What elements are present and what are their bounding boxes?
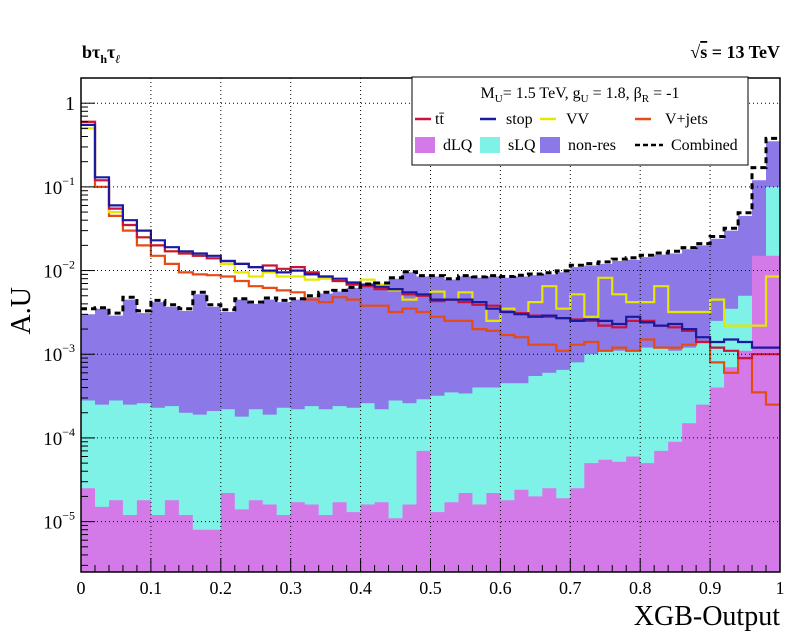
tick-labels: 0 0.1 0.2 0.3 0.4 0.5 0.6 0.7 0.8 0.9 1 1 10−1 10−2 10… bbox=[43, 93, 784, 598]
x-tick-label: 0.1 bbox=[140, 578, 163, 598]
legend-box bbox=[411, 76, 749, 166]
stacked-fills bbox=[81, 141, 780, 573]
y-tick-label: 1 bbox=[65, 93, 75, 115]
legend-entry-vv: VV bbox=[540, 111, 590, 128]
x-tick-label: 0 bbox=[77, 578, 86, 598]
legend-swatch bbox=[540, 137, 560, 153]
background-lines bbox=[81, 120, 780, 406]
legend-swatch bbox=[415, 137, 435, 153]
energy-label: √s = 13 TeV bbox=[690, 42, 780, 62]
x-tick-label: 0.8 bbox=[629, 578, 652, 598]
legend-entry-dlq: dLQ bbox=[415, 137, 473, 154]
channel-label: bτhτℓ bbox=[82, 42, 120, 66]
legend-entry-nonres: non-res bbox=[540, 137, 616, 154]
legend-label: stop bbox=[506, 111, 533, 128]
legend-entry-slq: sLQ bbox=[480, 137, 536, 154]
legend-label: non-res bbox=[568, 137, 616, 154]
y-tick-label: 10−4 bbox=[43, 425, 75, 450]
combined-line bbox=[81, 136, 780, 315]
legend-entries: tt̄ stop VV V+jets dLQ sLQ non-res Combined bbox=[415, 111, 738, 154]
legend-entry-stop: stop bbox=[480, 111, 533, 128]
legend-header: MU= 1.5 TeV, gU = 1.8, βR = -1 bbox=[481, 85, 680, 105]
y-axis-label: A.U bbox=[6, 287, 37, 334]
x-tick-label: 0.9 bbox=[699, 578, 722, 598]
x-tick-label: 0.2 bbox=[210, 578, 233, 598]
legend-label: tt̄ bbox=[435, 111, 445, 128]
x-tick-label: 0.5 bbox=[419, 578, 442, 598]
legend-label: sLQ bbox=[508, 137, 536, 154]
dlq-fill bbox=[81, 255, 780, 573]
x-tick-label: 0.3 bbox=[279, 578, 302, 598]
legend-label: VV bbox=[566, 111, 590, 128]
legend-label: Combined bbox=[671, 137, 738, 154]
x-axis-label: XGB-Output bbox=[634, 601, 780, 632]
legend-entry-ttbar: tt̄ bbox=[415, 111, 445, 128]
legend: MU= 1.5 TeV, gU = 1.8, βR = -1 tt̄ stop VV… bbox=[411, 76, 749, 166]
vjets-line bbox=[81, 120, 780, 406]
legend-label: V+jets bbox=[665, 111, 708, 128]
legend-label: dLQ bbox=[443, 137, 473, 154]
grid-lines bbox=[81, 78, 780, 572]
y-tick-label: 10−1 bbox=[43, 174, 75, 199]
x-tick-label: 1 bbox=[776, 578, 785, 598]
stop-line bbox=[81, 123, 780, 349]
legend-swatch bbox=[480, 137, 500, 153]
legend-entry-vjets: V+jets bbox=[635, 111, 708, 128]
y-tick-label: 10−2 bbox=[43, 258, 75, 283]
x-tick-label: 0.6 bbox=[489, 578, 512, 598]
x-tick-label: 0.4 bbox=[349, 578, 372, 598]
legend-entry-combined: Combined bbox=[635, 137, 738, 154]
y-tick-label: 10−3 bbox=[43, 341, 75, 366]
y-tick-label: 10−5 bbox=[43, 509, 75, 534]
x-tick-label: 0.7 bbox=[559, 578, 582, 598]
